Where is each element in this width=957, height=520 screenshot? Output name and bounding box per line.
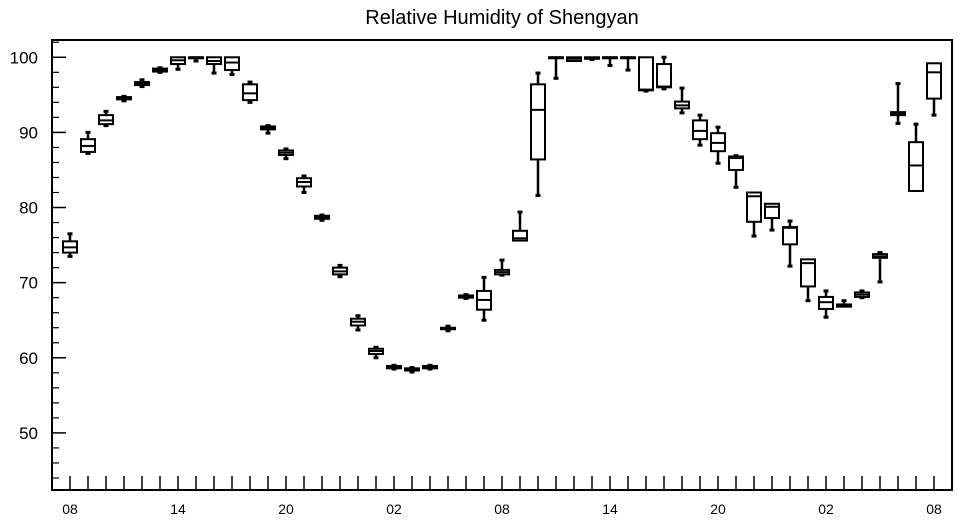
x-tick-label: 02 xyxy=(818,501,834,517)
box-48 xyxy=(926,62,942,117)
box-42 xyxy=(818,289,834,319)
box-34 xyxy=(674,86,690,115)
box-45 xyxy=(872,251,888,284)
x-tick-label: 08 xyxy=(494,501,510,517)
box-16 xyxy=(350,314,366,332)
box-29 xyxy=(584,56,600,62)
box-21 xyxy=(440,324,456,333)
y-tick-label: 70 xyxy=(19,274,38,293)
box-body xyxy=(728,155,744,171)
box-body xyxy=(692,119,708,141)
y-tick-label: 80 xyxy=(19,199,38,218)
box-33 xyxy=(656,55,672,91)
box-28 xyxy=(566,56,582,63)
box-body xyxy=(656,63,672,89)
box-30 xyxy=(602,56,618,68)
box-37 xyxy=(728,154,744,189)
box-body xyxy=(512,229,528,242)
box-5 xyxy=(152,66,168,74)
box-6 xyxy=(170,56,186,71)
axis-ticks xyxy=(52,41,935,490)
box-39 xyxy=(764,202,780,232)
box-18 xyxy=(386,363,402,371)
box-series xyxy=(62,55,942,374)
box-15 xyxy=(332,263,348,279)
box-7 xyxy=(188,56,204,63)
x-tick-label: 08 xyxy=(62,501,78,517)
box-body xyxy=(242,83,258,102)
y-tick-label: 60 xyxy=(19,349,38,368)
tick-labels: 50 60 70 80 90 100 08 14 20 02 08 14 20 02 08 xyxy=(10,48,942,517)
box-40 xyxy=(782,219,798,268)
plot-frame xyxy=(51,39,953,491)
box-32 xyxy=(638,56,654,93)
box-body xyxy=(530,83,546,161)
y-tick-label: 50 xyxy=(19,424,38,443)
box-14 xyxy=(314,213,330,222)
box-4 xyxy=(134,78,150,89)
box-body xyxy=(638,56,654,92)
box-20 xyxy=(422,363,438,371)
box-body xyxy=(746,191,762,223)
y-tick-label: 90 xyxy=(19,123,38,142)
box-35 xyxy=(692,113,708,147)
box-8 xyxy=(206,56,222,75)
box-46 xyxy=(890,82,906,125)
box-3 xyxy=(116,94,132,103)
box-47 xyxy=(908,122,924,193)
x-tick-label: 20 xyxy=(710,501,726,517)
box-13 xyxy=(296,174,312,195)
box-36 xyxy=(710,125,726,165)
box-44 xyxy=(854,289,870,300)
box-41 xyxy=(800,258,816,303)
box-1 xyxy=(80,130,96,155)
box-31 xyxy=(620,56,636,72)
box-10 xyxy=(242,80,258,104)
box-2 xyxy=(98,109,114,128)
box-17 xyxy=(368,345,384,360)
box-38 xyxy=(746,191,762,238)
box-body xyxy=(800,258,816,288)
box-24 xyxy=(494,258,510,277)
box-26 xyxy=(530,71,546,198)
box-25 xyxy=(512,210,528,242)
box-body xyxy=(908,141,924,193)
x-tick-label: 08 xyxy=(926,501,942,517)
box-19 xyxy=(404,366,420,374)
x-tick-label: 20 xyxy=(278,501,294,517)
y-tick-label: 100 xyxy=(10,48,38,67)
x-tick-label: 02 xyxy=(386,501,402,517)
box-9 xyxy=(224,56,240,77)
box-body xyxy=(926,62,942,100)
box-body xyxy=(782,226,798,246)
box-0 xyxy=(62,232,78,258)
x-tick-label: 14 xyxy=(170,501,186,517)
chart-title: Relative Humidity of Shengyan xyxy=(365,7,638,29)
box-12 xyxy=(278,147,294,161)
box-body xyxy=(224,56,240,72)
box-23 xyxy=(476,275,492,322)
box-43 xyxy=(836,299,852,308)
box-22 xyxy=(458,293,474,300)
box-11 xyxy=(260,124,276,135)
x-tick-label: 14 xyxy=(602,501,618,517)
box-27 xyxy=(548,56,564,80)
